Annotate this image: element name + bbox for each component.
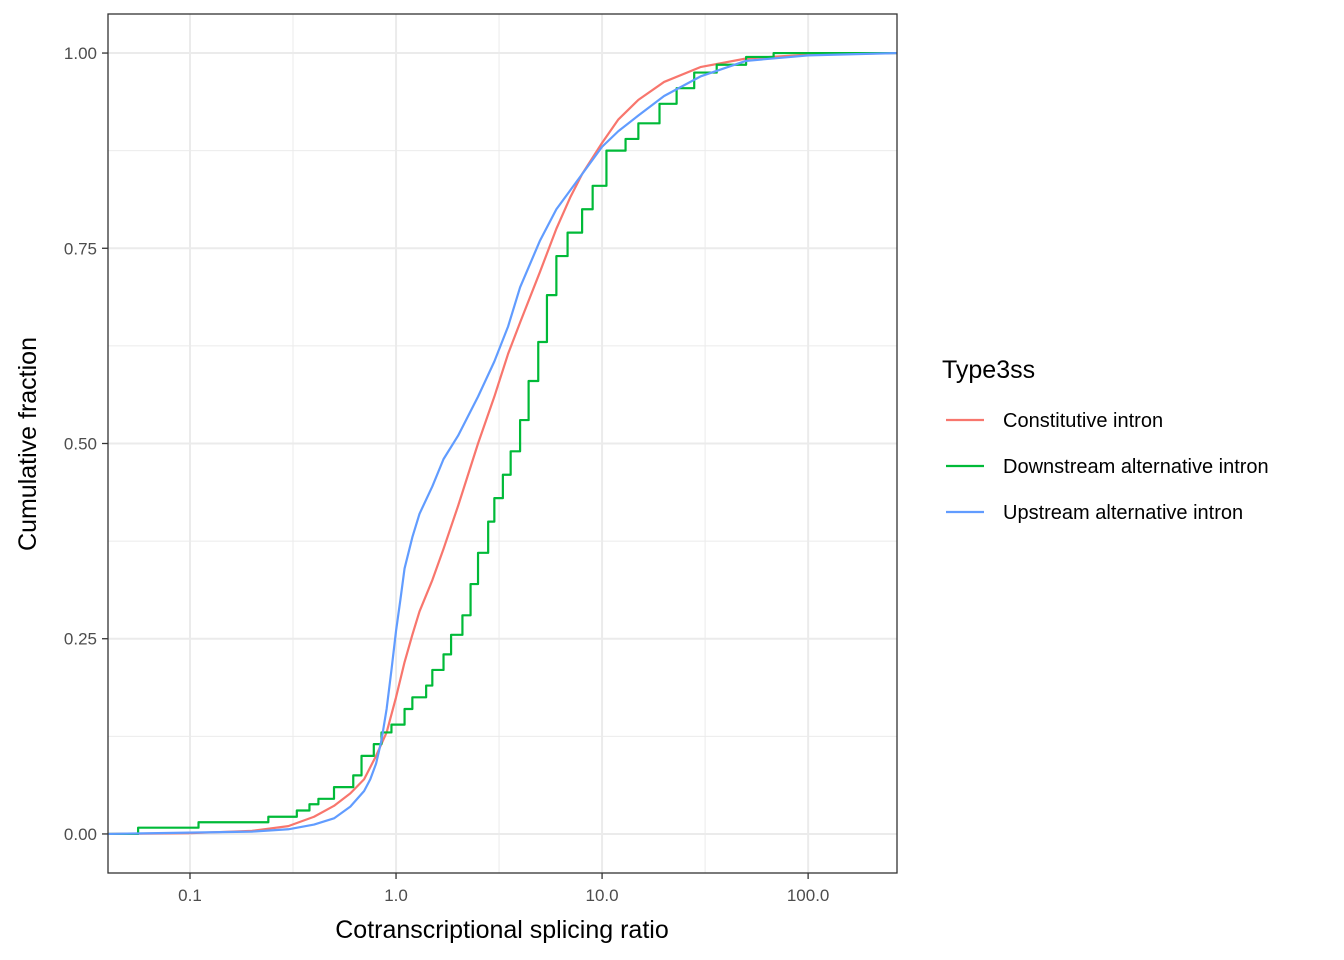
major-gridlines	[108, 14, 897, 873]
legend-label-downstream-alternative-intron: Downstream alternative intron	[1003, 456, 1269, 478]
legend-items: Constitutive intron Downstream alternativ…	[946, 410, 1269, 524]
series-line-downstream-alternative-intron	[108, 51, 897, 836]
y-tick-label: 1.00	[64, 44, 97, 63]
y-tick-label: 0.75	[64, 239, 97, 258]
x-tick-label: 0.1	[178, 886, 202, 905]
legend-label-upstream-alternative-intron: Upstream alternative intron	[1003, 502, 1243, 524]
x-axis: 0.1 1.0 10.0 100.0	[178, 873, 829, 905]
y-axis: 0.00 0.25 0.50 0.75 1.00	[64, 44, 108, 844]
series-lines	[107, 51, 898, 836]
x-tick-label: 10.0	[586, 886, 619, 905]
x-tick-label: 1.0	[384, 886, 408, 905]
x-axis-title: Cotranscriptional splicing ratio	[335, 916, 668, 944]
y-tick-label: 0.25	[64, 630, 97, 649]
y-axis-title: Cumulative fraction	[14, 337, 42, 551]
legend-title: Type3ss	[942, 356, 1035, 384]
legend: Type3ss Constitutive intron Downstream al…	[942, 356, 1269, 524]
y-tick-label: 0.50	[64, 435, 97, 454]
y-tick-label: 0.00	[64, 825, 97, 844]
series-line-upstream-alternative-intron	[107, 51, 898, 836]
x-tick-label: 100.0	[787, 886, 830, 905]
series-line-constitutive-intron	[107, 51, 898, 836]
legend-label-constitutive-intron: Constitutive intron	[1003, 410, 1163, 432]
